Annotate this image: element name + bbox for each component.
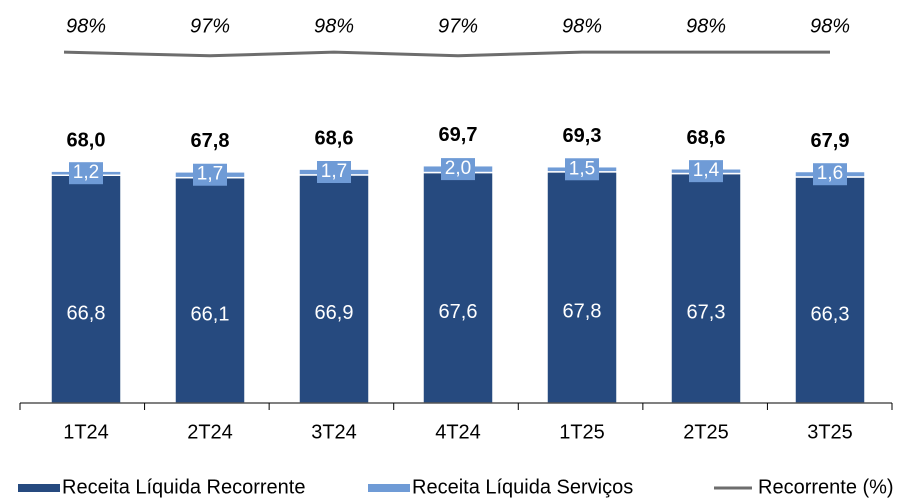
value-label: 66,1 <box>191 304 230 326</box>
value-label: 67,6 <box>439 301 478 323</box>
line <box>63 50 830 58</box>
legend-swatch <box>368 484 410 492</box>
label-box <box>813 163 847 186</box>
total-label: 68,6 <box>687 127 726 149</box>
total-label: 69,7 <box>439 124 478 146</box>
total-label: 67,9 <box>811 130 850 152</box>
total-label: 68,6 <box>315 127 354 149</box>
line-label: 98% <box>686 15 726 37</box>
line-label: 98% <box>314 15 354 37</box>
value-label: 1,6 <box>817 163 843 184</box>
label-box <box>193 163 227 186</box>
value-label: 66,9 <box>315 302 354 324</box>
value-label: 1,4 <box>693 160 720 181</box>
x-tick-label: 3T24 <box>311 421 357 443</box>
x-tick-label: 1T25 <box>559 421 605 443</box>
line-label: 97% <box>190 15 230 37</box>
line-label: 98% <box>810 15 850 37</box>
value-label: 1,5 <box>569 158 595 179</box>
x-tick-label: 1T24 <box>63 421 109 443</box>
label-box <box>689 160 723 183</box>
value-label: 67,8 <box>563 301 602 323</box>
bar-segment <box>670 172 742 404</box>
bar-segment <box>794 176 866 404</box>
value-label: 1,7 <box>197 164 223 185</box>
x-tick-label: 4T24 <box>435 421 481 443</box>
legend-swatch <box>18 484 60 492</box>
value-label: 1,7 <box>321 161 347 182</box>
legend-label: Receita Líquida Serviços <box>412 476 633 498</box>
bar-segment <box>50 174 122 404</box>
label-box <box>565 158 599 181</box>
x-tick-label: 2T24 <box>187 421 233 443</box>
bar-segment <box>174 176 246 404</box>
line-label: 98% <box>66 15 106 37</box>
value-label: 66,3 <box>811 303 850 325</box>
label-box <box>69 162 103 185</box>
value-label: 1,2 <box>73 162 99 183</box>
legend-label: Recorrente (%) <box>758 476 894 498</box>
bar-segment <box>422 171 494 404</box>
value-label: 66,8 <box>67 302 106 324</box>
total-label: 68,0 <box>67 129 106 151</box>
line-label: 98% <box>562 15 602 37</box>
bar-segment <box>298 174 370 404</box>
x-tick-label: 2T25 <box>683 421 729 443</box>
x-tick-label: 3T25 <box>807 421 853 443</box>
legend-label: Receita Líquida Recorrente <box>62 476 305 498</box>
value-label: 67,3 <box>687 302 726 324</box>
total-label: 67,8 <box>191 130 230 152</box>
label-box <box>441 158 475 181</box>
total-label: 69,3 <box>563 125 602 147</box>
bar-segment <box>546 171 618 404</box>
label-box <box>317 161 351 184</box>
value-label: 2,0 <box>445 158 471 179</box>
line-label: 97% <box>438 15 478 37</box>
